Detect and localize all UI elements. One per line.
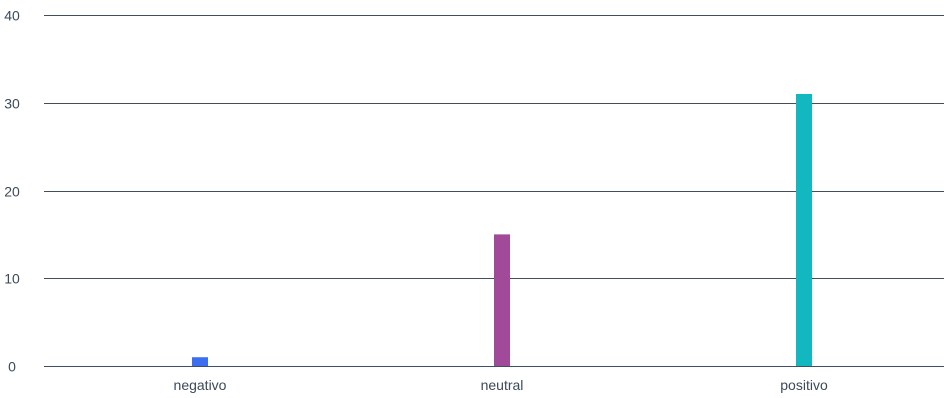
bar-positivo[interactable] [796, 93, 812, 366]
gridlines [44, 15, 944, 367]
bar-negativo[interactable] [192, 357, 208, 366]
x-category-label-negativo: negativo [174, 377, 227, 393]
y-tick-label: 0 [8, 359, 16, 375]
y-axis-tick-labels: 0 10 20 30 40 [4, 8, 20, 375]
bar-neutral[interactable] [494, 234, 510, 366]
x-axis-category-labels: negativo neutral positivo [174, 377, 828, 393]
y-tick-label: 30 [4, 96, 20, 112]
y-tick-label: 10 [4, 271, 20, 287]
bars [192, 93, 812, 366]
x-category-label-neutral: neutral [481, 377, 524, 393]
y-tick-label: 20 [4, 184, 20, 200]
x-category-label-positivo: positivo [780, 377, 828, 393]
y-tick-label: 40 [4, 8, 20, 24]
